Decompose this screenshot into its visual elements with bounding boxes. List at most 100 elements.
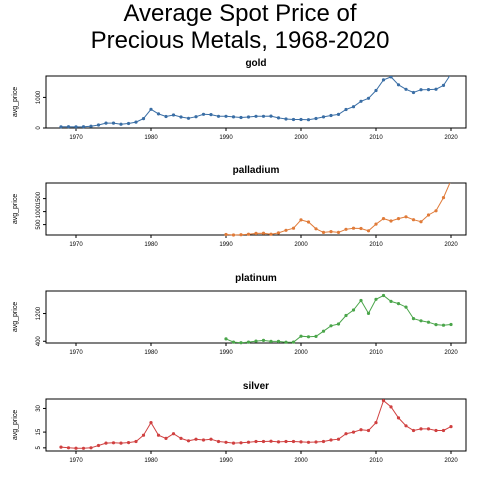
panel-gold-point bbox=[96, 123, 101, 127]
panel-gold-point bbox=[284, 117, 288, 121]
panel-gold-point bbox=[179, 115, 183, 119]
panel-gold-point bbox=[216, 114, 221, 118]
panel-gold-point bbox=[389, 76, 393, 79]
panel-platinum-point bbox=[276, 339, 281, 343]
panel-gold-ylabel: avg_price bbox=[12, 87, 19, 117]
panel-gold-point bbox=[239, 115, 243, 120]
panel-silver-frame bbox=[45, 398, 467, 452]
panel-silver-ytick-label: 5 bbox=[36, 446, 42, 450]
panel-silver-point bbox=[419, 427, 423, 431]
panel-palladium-title: palladium bbox=[233, 165, 280, 176]
panel-gold-point bbox=[254, 114, 258, 118]
panel-gold-point bbox=[404, 87, 408, 91]
panel-palladium-ytick-label: 1500 bbox=[36, 191, 42, 205]
panel-palladium-point bbox=[374, 222, 378, 226]
panel-palladium-series-line bbox=[225, 183, 451, 236]
panel-platinum-point bbox=[254, 339, 258, 343]
panel-palladium-point bbox=[366, 229, 371, 233]
panel-silver-point bbox=[284, 439, 288, 444]
panel-gold-point bbox=[336, 112, 341, 116]
panel-gold-point bbox=[66, 125, 71, 129]
panel-platinum-point bbox=[449, 322, 453, 327]
panel-platinum-point bbox=[336, 322, 341, 326]
panel-gold-xtick-label: 2010 bbox=[369, 135, 383, 141]
panel-palladium-point bbox=[299, 218, 303, 222]
panel-palladium-ylabel: avg_price bbox=[12, 194, 19, 224]
panel-silver-point bbox=[426, 427, 431, 431]
panel-palladium-point bbox=[239, 233, 243, 237]
panel-gold-point bbox=[194, 115, 198, 119]
panel-platinum-point bbox=[246, 340, 251, 344]
panel-silver-point bbox=[389, 405, 393, 409]
panel-gold-point bbox=[374, 88, 378, 93]
panel-silver-point bbox=[179, 436, 183, 440]
panel-silver-xtick-label: 1990 bbox=[219, 458, 233, 464]
panel-palladium-xtick-label: 2000 bbox=[294, 242, 308, 248]
panel-palladium-point bbox=[434, 209, 438, 213]
panel-silver-point bbox=[434, 428, 438, 433]
panel-silver-xtick-label: 1970 bbox=[69, 458, 83, 464]
panel-silver-point bbox=[59, 445, 63, 449]
panel-silver-point bbox=[381, 399, 386, 403]
panel-platinum-ylabel: avg_price bbox=[12, 302, 19, 332]
panel-silver-point bbox=[89, 446, 93, 450]
panel-palladium-point bbox=[224, 232, 228, 237]
panel-platinum-point bbox=[359, 298, 363, 303]
panel-platinum-xtick-label: 1970 bbox=[69, 350, 83, 356]
panel-gold-point bbox=[449, 72, 452, 75]
panel-gold-point bbox=[306, 118, 311, 122]
panel-gold-point bbox=[201, 112, 206, 116]
panel-platinum-point bbox=[419, 319, 423, 323]
panel-silver-point bbox=[126, 441, 131, 445]
panel-gold-xtick-label: 2020 bbox=[444, 135, 458, 141]
panel-platinum-point bbox=[441, 323, 446, 327]
panel-palladium-point bbox=[404, 215, 408, 219]
panel-gold-point bbox=[74, 125, 78, 129]
figure-title: Average Spot Price of Precious Metals, 1… bbox=[90, 0, 390, 54]
panel-platinum-point bbox=[306, 335, 311, 339]
panel-palladium-xtick-label: 1990 bbox=[219, 242, 233, 248]
panel-silver-point bbox=[224, 440, 228, 444]
panel-palladium-point bbox=[314, 227, 318, 231]
panel-silver-point bbox=[366, 428, 371, 433]
panel-silver-point bbox=[449, 425, 453, 429]
panel-silver-point bbox=[164, 436, 168, 440]
panel-platinum-point bbox=[321, 329, 326, 333]
panel-gold-point bbox=[344, 107, 348, 112]
panel-platinum-ytick-label: 400 bbox=[36, 336, 42, 347]
panel-platinum-point bbox=[261, 338, 266, 342]
panel-platinum-point bbox=[231, 340, 236, 344]
panel-silver-point bbox=[411, 428, 416, 433]
panel-silver-point bbox=[81, 446, 86, 450]
panel-gold-point bbox=[434, 87, 438, 91]
panel-palladium-point bbox=[336, 230, 341, 234]
panel-gold-point bbox=[314, 116, 318, 121]
panel-palladium-point bbox=[231, 233, 236, 237]
panel-gold-point bbox=[186, 116, 191, 120]
panel-palladium-point bbox=[246, 232, 251, 236]
panel-silver-point bbox=[186, 439, 191, 443]
panel-gold-point bbox=[381, 78, 386, 82]
panel-silver-point bbox=[329, 438, 333, 442]
panel-platinum-point bbox=[291, 340, 296, 344]
panel-silver-xtick-label: 2010 bbox=[369, 458, 383, 464]
panel-platinum-point bbox=[351, 308, 356, 312]
panel-platinum-point bbox=[299, 334, 303, 338]
panel-silver-point bbox=[209, 437, 213, 441]
panel-gold-xtick-label: 1990 bbox=[219, 135, 233, 141]
panel-gold-point bbox=[276, 116, 281, 120]
panel-platinum-point bbox=[374, 297, 378, 301]
panel-gold-point bbox=[366, 96, 371, 100]
panel-platinum-point bbox=[366, 311, 371, 315]
panel-palladium-ytick-label: 1000 bbox=[36, 204, 42, 218]
panel-silver-point bbox=[291, 439, 296, 444]
panel-silver-xtick-label: 1980 bbox=[144, 458, 158, 464]
panel-gold-point bbox=[261, 114, 266, 118]
panel-platinum-point bbox=[434, 323, 438, 327]
panel-silver-point bbox=[344, 432, 348, 436]
panel-gold-point bbox=[171, 113, 176, 117]
panel-silver-point bbox=[359, 428, 363, 432]
panel-palladium-xtick-label: 1980 bbox=[144, 242, 158, 248]
panel-silver-point bbox=[396, 416, 401, 420]
